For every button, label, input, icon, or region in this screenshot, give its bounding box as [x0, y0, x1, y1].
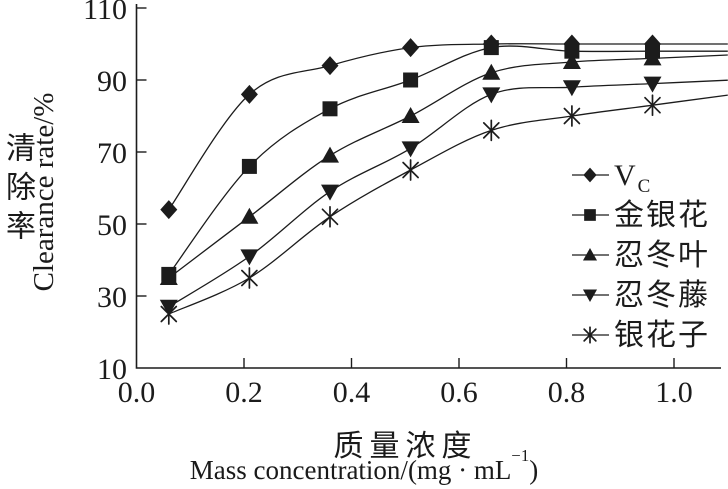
legend-item-label: 忍冬叶: [614, 239, 710, 272]
series-line-4: [168, 94, 728, 315]
diamond-marker: [321, 56, 339, 76]
square-marker: [584, 209, 596, 221]
triangle-up-marker: [643, 49, 662, 66]
y-tick-label: 30: [97, 281, 127, 314]
triangle-down-marker: [401, 141, 420, 158]
legend-item-label: 银花子: [614, 319, 710, 352]
x-axis-label-zh: 质量浓度: [333, 430, 478, 463]
x-tick-label: 0.6: [440, 376, 478, 409]
square-marker: [322, 101, 338, 117]
legend-item-4: 银花子: [572, 319, 710, 352]
legend-item-3: 忍冬藤: [572, 279, 710, 312]
square-marker: [564, 43, 580, 59]
diamond-marker: [240, 84, 258, 104]
triangle-up-marker: [159, 269, 178, 285]
asterisk-marker: [644, 94, 661, 117]
asterisk-marker: [402, 159, 419, 181]
x-tick-label: 0.0: [118, 376, 156, 409]
triangle-up-marker: [582, 247, 598, 261]
triangle-down-marker: [482, 87, 501, 104]
square-marker: [483, 40, 499, 56]
y-axis-label-zh: 清除率: [1, 132, 34, 249]
triangle-up-marker: [562, 53, 581, 69]
legend-item-label: 金银花: [614, 199, 710, 232]
x-axis-label-en-text: Mass concentration/(mg · mL: [189, 455, 512, 485]
axes-lines: [135, 4, 721, 369]
diamond-marker: [160, 200, 178, 220]
triangle-down-marker: [321, 184, 339, 201]
x-tick-label: 1.0: [655, 376, 693, 409]
asterisk-marker: [241, 267, 258, 289]
triangle-up-marker: [321, 146, 339, 163]
asterisk-marker: [563, 105, 581, 127]
legend-item-label: VC: [614, 159, 652, 197]
asterisk-marker: [160, 303, 178, 325]
y-tick-label: 90: [97, 65, 127, 98]
legend-item-2: 忍冬叶: [572, 239, 710, 272]
series-2: [159, 49, 728, 285]
x-axis-label-en-superscript: −1: [511, 446, 530, 466]
y-tick-label: 10: [97, 353, 127, 386]
triangle-up-marker: [482, 63, 501, 80]
asterisk-marker: [482, 119, 500, 142]
y-tick-label: 50: [97, 209, 127, 242]
asterisk-marker: [321, 205, 339, 228]
triangle-down-marker: [643, 76, 662, 93]
triangle-down-marker: [240, 249, 259, 266]
x-tick-label: 0.8: [548, 376, 586, 409]
legend-item-1: 金银花: [572, 199, 710, 232]
square-marker: [403, 72, 419, 88]
diamond-marker: [583, 167, 597, 183]
y-tick-label: 110: [83, 0, 127, 26]
triangle-up-marker: [240, 207, 259, 224]
x-axis-label-en: Mass concentration/(mg · mL−1): [59, 446, 669, 486]
y-axis-label-en: Clearance rate/%: [28, 92, 60, 292]
triangle-up-marker: [401, 107, 420, 123]
legend-item-label: 忍冬藤: [614, 279, 710, 312]
series-4: [160, 94, 728, 325]
x-axis-label-en-close: ): [529, 455, 539, 485]
x-tick-label: 0.4: [333, 376, 371, 409]
legend-item-0: VC: [572, 159, 652, 197]
square-marker: [241, 158, 257, 174]
x-tick-label: 0.2: [225, 376, 263, 409]
y-tick-label: 70: [97, 137, 127, 170]
asterisk-marker: [583, 326, 597, 344]
triangle-down-marker: [562, 80, 581, 97]
series-3: [159, 76, 728, 316]
diamond-marker: [402, 38, 420, 58]
triangle-down-marker: [582, 289, 598, 303]
